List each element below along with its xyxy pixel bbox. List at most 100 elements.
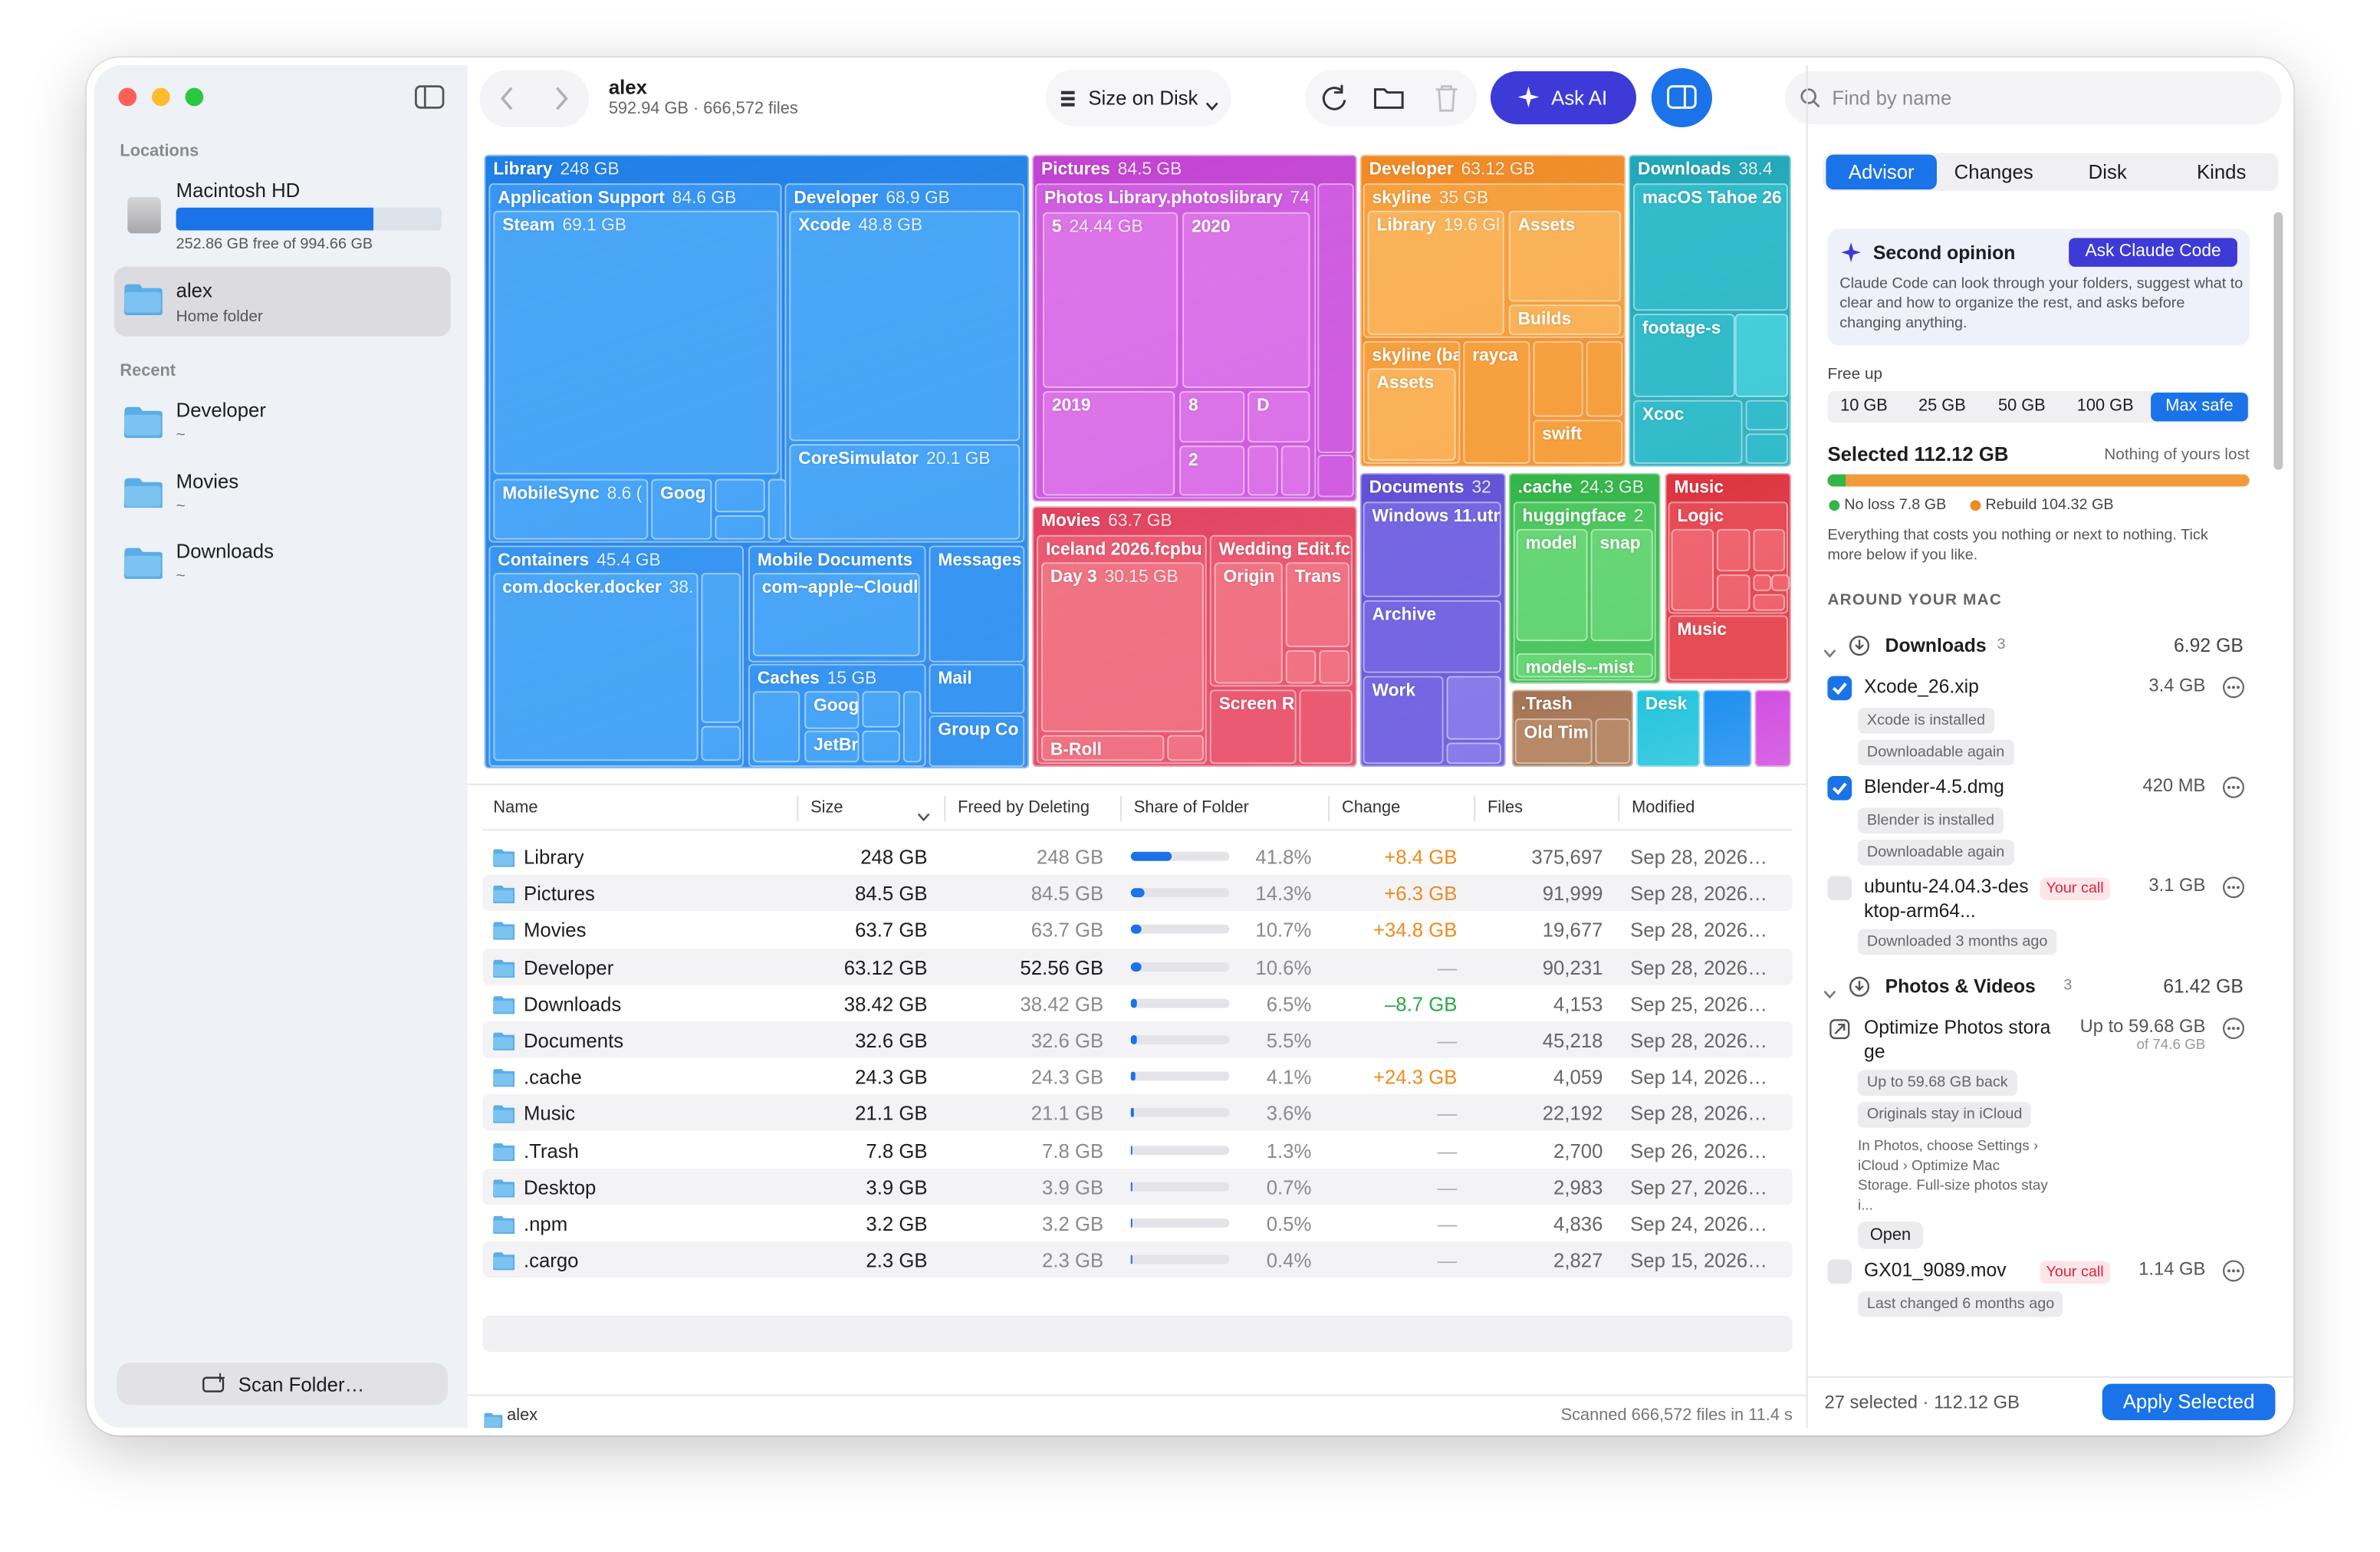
treemap-tile[interactable] bbox=[715, 478, 765, 513]
treemap-tile[interactable] bbox=[752, 691, 800, 763]
sort-label[interactable]: Size on Disk bbox=[1088, 86, 1198, 110]
item-action[interactable]: Open bbox=[1858, 1222, 1923, 1249]
treemap-tile[interactable]: CoreSimulator 20.1 GB bbox=[789, 444, 1021, 540]
treemap-tile[interactable] bbox=[1753, 594, 1786, 611]
free-up-chip[interactable]: 10 GB bbox=[1830, 393, 1897, 422]
treemap-tile[interactable]: Library 19.6 Gl bbox=[1367, 210, 1504, 335]
treemap-tile[interactable]: Music bbox=[1668, 615, 1788, 681]
treemap-tile[interactable]: Old Tim bbox=[1514, 718, 1593, 764]
treemap-tile[interactable]: Screen R bbox=[1209, 689, 1297, 764]
treemap-tile[interactable] bbox=[862, 730, 900, 763]
item-checkbox[interactable] bbox=[1827, 776, 1852, 801]
column-header[interactable]: Name bbox=[493, 798, 538, 817]
treemap-tile[interactable] bbox=[1299, 689, 1353, 764]
window-control[interactable] bbox=[185, 87, 204, 107]
tab[interactable]: Disk bbox=[2052, 155, 2163, 189]
treemap-tile[interactable]: Xcode 48.8 GB bbox=[789, 210, 1021, 442]
treemap-tile[interactable] bbox=[1586, 340, 1623, 417]
treemap-tile[interactable] bbox=[1595, 718, 1631, 764]
treemap-tile[interactable]: 5 24.44 GB bbox=[1042, 212, 1178, 389]
treemap-tile[interactable]: 2 bbox=[1179, 446, 1245, 496]
treemap-tile[interactable]: 2019 bbox=[1042, 390, 1175, 496]
treemap-tile[interactable] bbox=[1285, 649, 1317, 684]
group-header[interactable]: Downloads 3 6.92 GB bbox=[1819, 626, 2259, 665]
treemap-tile[interactable]: Work bbox=[1363, 676, 1444, 764]
window-control[interactable] bbox=[118, 87, 137, 107]
treemap-tile[interactable]: Archive bbox=[1363, 600, 1501, 673]
sort-pill[interactable] bbox=[1045, 69, 1231, 127]
treemap-tile[interactable] bbox=[701, 725, 741, 761]
treemap-tile[interactable] bbox=[1446, 676, 1501, 740]
treemap-tile[interactable]: Goog bbox=[651, 478, 712, 540]
item-checkbox[interactable] bbox=[1827, 676, 1852, 701]
tab[interactable]: Advisor bbox=[1826, 154, 1937, 190]
free-up-chip[interactable]: 25 GB bbox=[1906, 393, 1977, 422]
treemap-tile[interactable]: footage-s bbox=[1633, 314, 1735, 397]
apply-button[interactable]: Apply Selected bbox=[2102, 1383, 2276, 1421]
treemap-tile[interactable]: Assets bbox=[1508, 210, 1622, 302]
treemap-tile[interactable]: snap bbox=[1590, 528, 1653, 642]
treemap-tile[interactable] bbox=[1753, 574, 1772, 591]
treemap-tile[interactable]: models--mist bbox=[1516, 653, 1653, 678]
column-header[interactable]: Share of Folder bbox=[1133, 798, 1249, 817]
treemap-tile[interactable] bbox=[701, 573, 741, 723]
treemap-tile[interactable]: MobileSync 8.6 ( bbox=[493, 478, 649, 540]
treemap-tile[interactable]: Mail bbox=[929, 663, 1025, 714]
treemap-tile[interactable]: com.docker.docker 38. bbox=[493, 573, 699, 761]
treemap-tile[interactable]: model bbox=[1516, 528, 1588, 642]
treemap-tile[interactable]: D bbox=[1248, 390, 1310, 443]
item-checkbox[interactable] bbox=[1827, 1259, 1852, 1284]
column-header[interactable]: Change bbox=[1341, 798, 1401, 817]
treemap-tile[interactable]: com~apple~Cloudl bbox=[752, 573, 920, 656]
treemap-tile[interactable] bbox=[1671, 528, 1714, 611]
column-header[interactable]: Modified bbox=[1632, 798, 1695, 817]
card-button[interactable]: Ask Claude Code bbox=[2069, 238, 2237, 267]
free-up-chip[interactable]: 100 GB bbox=[2066, 393, 2145, 422]
ask-ai-label[interactable]: Ask AI bbox=[1551, 86, 1608, 110]
treemap-tile[interactable] bbox=[862, 691, 900, 728]
ask-ai-button[interactable] bbox=[1490, 71, 1637, 125]
treemap-tile[interactable]: Group Co bbox=[929, 715, 1025, 768]
treemap-tile[interactable]: Xcoc bbox=[1633, 400, 1743, 464]
treemap-tile[interactable] bbox=[1317, 183, 1354, 454]
tab[interactable]: Changes bbox=[1938, 155, 2050, 189]
treemap-tile[interactable]: Desk bbox=[1636, 689, 1701, 768]
treemap-tile[interactable]: rayca bbox=[1463, 340, 1530, 464]
treemap-tile[interactable] bbox=[715, 515, 765, 540]
treemap-tile[interactable] bbox=[1446, 742, 1501, 764]
selected-location[interactable] bbox=[113, 266, 451, 337]
column-header[interactable]: Freed by Deleting bbox=[958, 798, 1090, 817]
treemap-tile[interactable] bbox=[1167, 735, 1204, 761]
treemap-tile[interactable]: 8 bbox=[1179, 390, 1245, 443]
item-checkbox[interactable] bbox=[1827, 876, 1852, 901]
treemap-tile[interactable]: Steam 69.1 GB bbox=[493, 210, 779, 475]
scan-button[interactable] bbox=[117, 1362, 448, 1406]
group-header[interactable]: Photos & Videos 3 61.42 GB bbox=[1819, 967, 2259, 1006]
recent-name[interactable]: Developer bbox=[176, 398, 266, 422]
treemap-tile[interactable] bbox=[1716, 574, 1750, 611]
treemap-tile[interactable]: Messages bbox=[929, 545, 1025, 663]
treemap-tile[interactable] bbox=[1317, 454, 1354, 498]
treemap-tile[interactable] bbox=[1280, 446, 1310, 496]
tab[interactable]: Kinds bbox=[2166, 155, 2277, 189]
treemap-tile[interactable] bbox=[1745, 400, 1788, 431]
recent-name[interactable]: Movies bbox=[176, 469, 239, 492]
treemap-tile[interactable]: Builds bbox=[1508, 304, 1622, 335]
treemap-tile[interactable] bbox=[768, 478, 787, 540]
treemap-tile[interactable]: Origin bbox=[1214, 562, 1283, 684]
panel-toggle[interactable] bbox=[1651, 67, 1712, 128]
treemap-tile[interactable] bbox=[1319, 649, 1349, 684]
search-field[interactable] bbox=[1785, 71, 2282, 125]
treemap-tile[interactable]: JetBr bbox=[804, 730, 860, 763]
column-header[interactable]: Size bbox=[810, 798, 843, 817]
free-up-chip[interactable]: Max safe bbox=[2151, 392, 2248, 422]
treemap-tile[interactable] bbox=[1533, 340, 1583, 417]
treemap-tile[interactable]: B-Roll bbox=[1041, 735, 1165, 761]
treemap-tile[interactable]: Assets bbox=[1367, 368, 1456, 461]
treemap-tile[interactable] bbox=[902, 691, 922, 763]
free-up-chip[interactable]: 50 GB bbox=[1987, 393, 2056, 422]
treemap-tile[interactable]: swift bbox=[1533, 419, 1623, 464]
treemap-tile[interactable]: macOS Tahoe 26 bbox=[1633, 183, 1788, 311]
treemap-tile[interactable] bbox=[1754, 689, 1791, 768]
treemap-tile[interactable] bbox=[1248, 446, 1278, 496]
